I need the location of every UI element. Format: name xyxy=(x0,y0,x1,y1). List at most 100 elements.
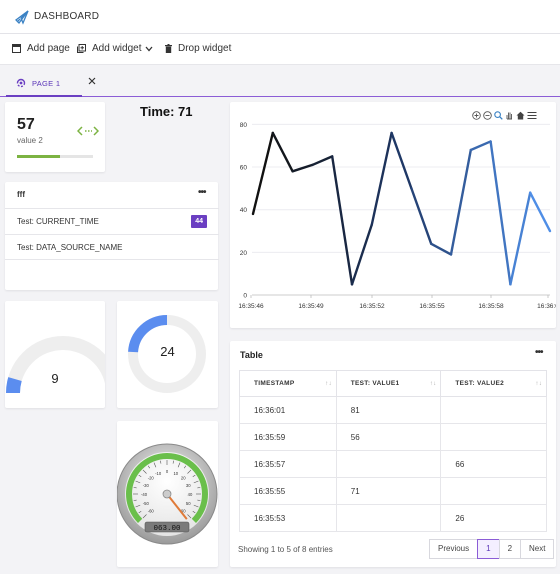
sort-icon[interactable]: ↑↓ xyxy=(325,381,332,387)
tab-page-1[interactable]: PAGE 1 xyxy=(6,71,82,97)
table-row[interactable]: 16:35:59 56 xyxy=(239,423,547,451)
add-widget-label: Add widget xyxy=(92,43,142,54)
column-header-value1[interactable]: TEST: VALUE1 ↑↓ xyxy=(335,370,442,397)
sort-icon[interactable]: ↑↓ xyxy=(429,381,437,387)
close-icon[interactable] xyxy=(88,77,96,85)
chevron-down-icon[interactable] xyxy=(145,46,153,52)
more-options-icon[interactable]: ••• xyxy=(535,347,543,358)
table-row[interactable]: 16:35:55 71 xyxy=(239,477,547,505)
pagination-page-1[interactable]: 1 xyxy=(477,539,500,559)
y-tick-label: 0 xyxy=(243,293,247,300)
drop-widget-label: Drop widget xyxy=(178,43,232,54)
dial-tick-label: 10 xyxy=(173,471,178,476)
home-icon[interactable] xyxy=(516,111,525,120)
dial-tick-label: 20 xyxy=(181,476,186,481)
page-tabs: PAGE 1 xyxy=(0,65,560,97)
list-item-label: Test: CURRENT_TIME xyxy=(17,217,99,226)
table-row[interactable]: 16:36:01 81 xyxy=(239,396,547,424)
time-label: Time: 71 xyxy=(140,104,193,119)
rocket-icon[interactable] xyxy=(14,9,30,25)
dial-tick-label: -40 xyxy=(141,492,148,497)
donut-gauge xyxy=(128,315,206,393)
dial-tick-label: 40 xyxy=(188,492,193,497)
series-segment xyxy=(429,242,453,256)
dial-gauge-widget[interactable]: -60 -50 -40 -30 -20 -10 0 10 20 30 40 50 60 063.00 xyxy=(117,421,218,567)
table-widget: Table ••• TIMESTAMP ↑↓ TEST: VALUE1 ↑↓ TES… xyxy=(230,341,556,567)
table-cell: 26 xyxy=(440,504,547,532)
kpi-progress-fill xyxy=(17,155,61,158)
kpi-card[interactable]: 57 value 2 xyxy=(5,102,105,172)
x-tick-label: 16:35:49 xyxy=(298,303,324,310)
dial-tick xyxy=(133,499,137,501)
add-widget-button[interactable]: Add widget xyxy=(77,43,141,54)
menu-icon[interactable] xyxy=(527,111,537,120)
trash-icon xyxy=(165,44,172,53)
table-cell: 16:35:59 xyxy=(239,423,337,451)
zoom-out-icon[interactable] xyxy=(483,111,492,120)
donut-gauge-widget[interactable]: 24 xyxy=(117,301,218,408)
table-row[interactable]: 16:35:57 66 xyxy=(239,450,547,478)
dial-tick xyxy=(197,499,201,501)
series-segment xyxy=(350,223,374,286)
series-segment xyxy=(449,148,473,256)
add-widget-icon xyxy=(77,44,86,53)
add-page-icon xyxy=(12,44,21,53)
column-header-value2[interactable]: TEST: VALUE2 ↑↓ xyxy=(440,370,547,397)
semi-gauge-widget[interactable]: 9 xyxy=(5,301,105,408)
dial-ticks xyxy=(133,460,201,519)
more-options-icon[interactable]: ••• xyxy=(198,187,206,198)
table-cell: 16:35:53 xyxy=(239,504,337,532)
dial-tick xyxy=(177,462,181,468)
series-segment xyxy=(529,191,552,233)
pagination-next-button[interactable]: Next xyxy=(520,539,555,559)
sort-icon[interactable]: ↑↓ xyxy=(535,381,542,387)
dial-hub xyxy=(162,489,172,499)
y-tick-label: 40 xyxy=(240,207,248,214)
dial-tick xyxy=(138,510,142,514)
app-title: DASHBOARD xyxy=(34,11,100,22)
pagination-page-2[interactable]: 2 xyxy=(498,539,522,559)
dial-tick xyxy=(135,504,141,508)
line-chart-widget[interactable]: 0 20 40 60 80 16:35:46 16:35:49 16:35:52 16:35:… xyxy=(230,102,556,328)
zoom-in-icon[interactable] xyxy=(472,111,481,120)
add-page-label: Add page xyxy=(27,43,70,54)
gauge-track xyxy=(6,336,105,394)
dial-tick xyxy=(193,504,199,508)
series-segment xyxy=(410,187,433,246)
table-row[interactable]: 16:35:53 26 xyxy=(239,504,547,532)
horizontal-arrows-icon xyxy=(77,126,99,136)
gauge-fill xyxy=(128,315,206,393)
list-item-label: Test: DATA_SOURCE_NAME xyxy=(17,243,123,252)
list-widget: fff ••• Test: CURRENT_TIME 44 Test: DATA… xyxy=(5,182,219,290)
series-segment xyxy=(509,191,532,286)
dial-green-band xyxy=(126,453,208,523)
series-segment xyxy=(251,131,274,216)
dial-tick xyxy=(183,465,187,469)
table-cell: 16:36:01 xyxy=(239,396,337,424)
column-header-timestamp[interactable]: TIMESTAMP ↑↓ xyxy=(239,370,337,397)
table-cell xyxy=(440,396,547,424)
kpi-progress-bar xyxy=(17,155,93,158)
dial-tick xyxy=(147,465,151,469)
drop-widget-button[interactable]: Drop widget xyxy=(165,43,231,54)
table-cell: 66 xyxy=(440,450,547,478)
add-page-button[interactable]: Add page xyxy=(12,43,70,54)
chart-gridlines xyxy=(252,123,550,296)
dial-tick-label: 0 xyxy=(166,469,169,474)
pan-hand-icon[interactable] xyxy=(505,111,514,120)
pagination-previous-button[interactable]: Previous xyxy=(429,539,479,559)
magnifier-icon[interactable] xyxy=(494,111,503,120)
dial-tick-label: -30 xyxy=(143,483,150,488)
series-segment xyxy=(291,163,314,173)
gauge-value: 24 xyxy=(160,344,175,359)
y-tick-label: 60 xyxy=(240,165,248,172)
series-segment xyxy=(489,140,512,286)
list-item[interactable]: Test: DATA_SOURCE_NAME xyxy=(5,234,219,260)
kpi-value: 57 xyxy=(17,116,35,133)
list-item[interactable]: Test: CURRENT_TIME 44 xyxy=(5,208,219,234)
dial-tick-label: 60 xyxy=(181,508,186,513)
tab-label: PAGE 1 xyxy=(32,78,61,88)
y-tick-label: 20 xyxy=(240,250,248,257)
